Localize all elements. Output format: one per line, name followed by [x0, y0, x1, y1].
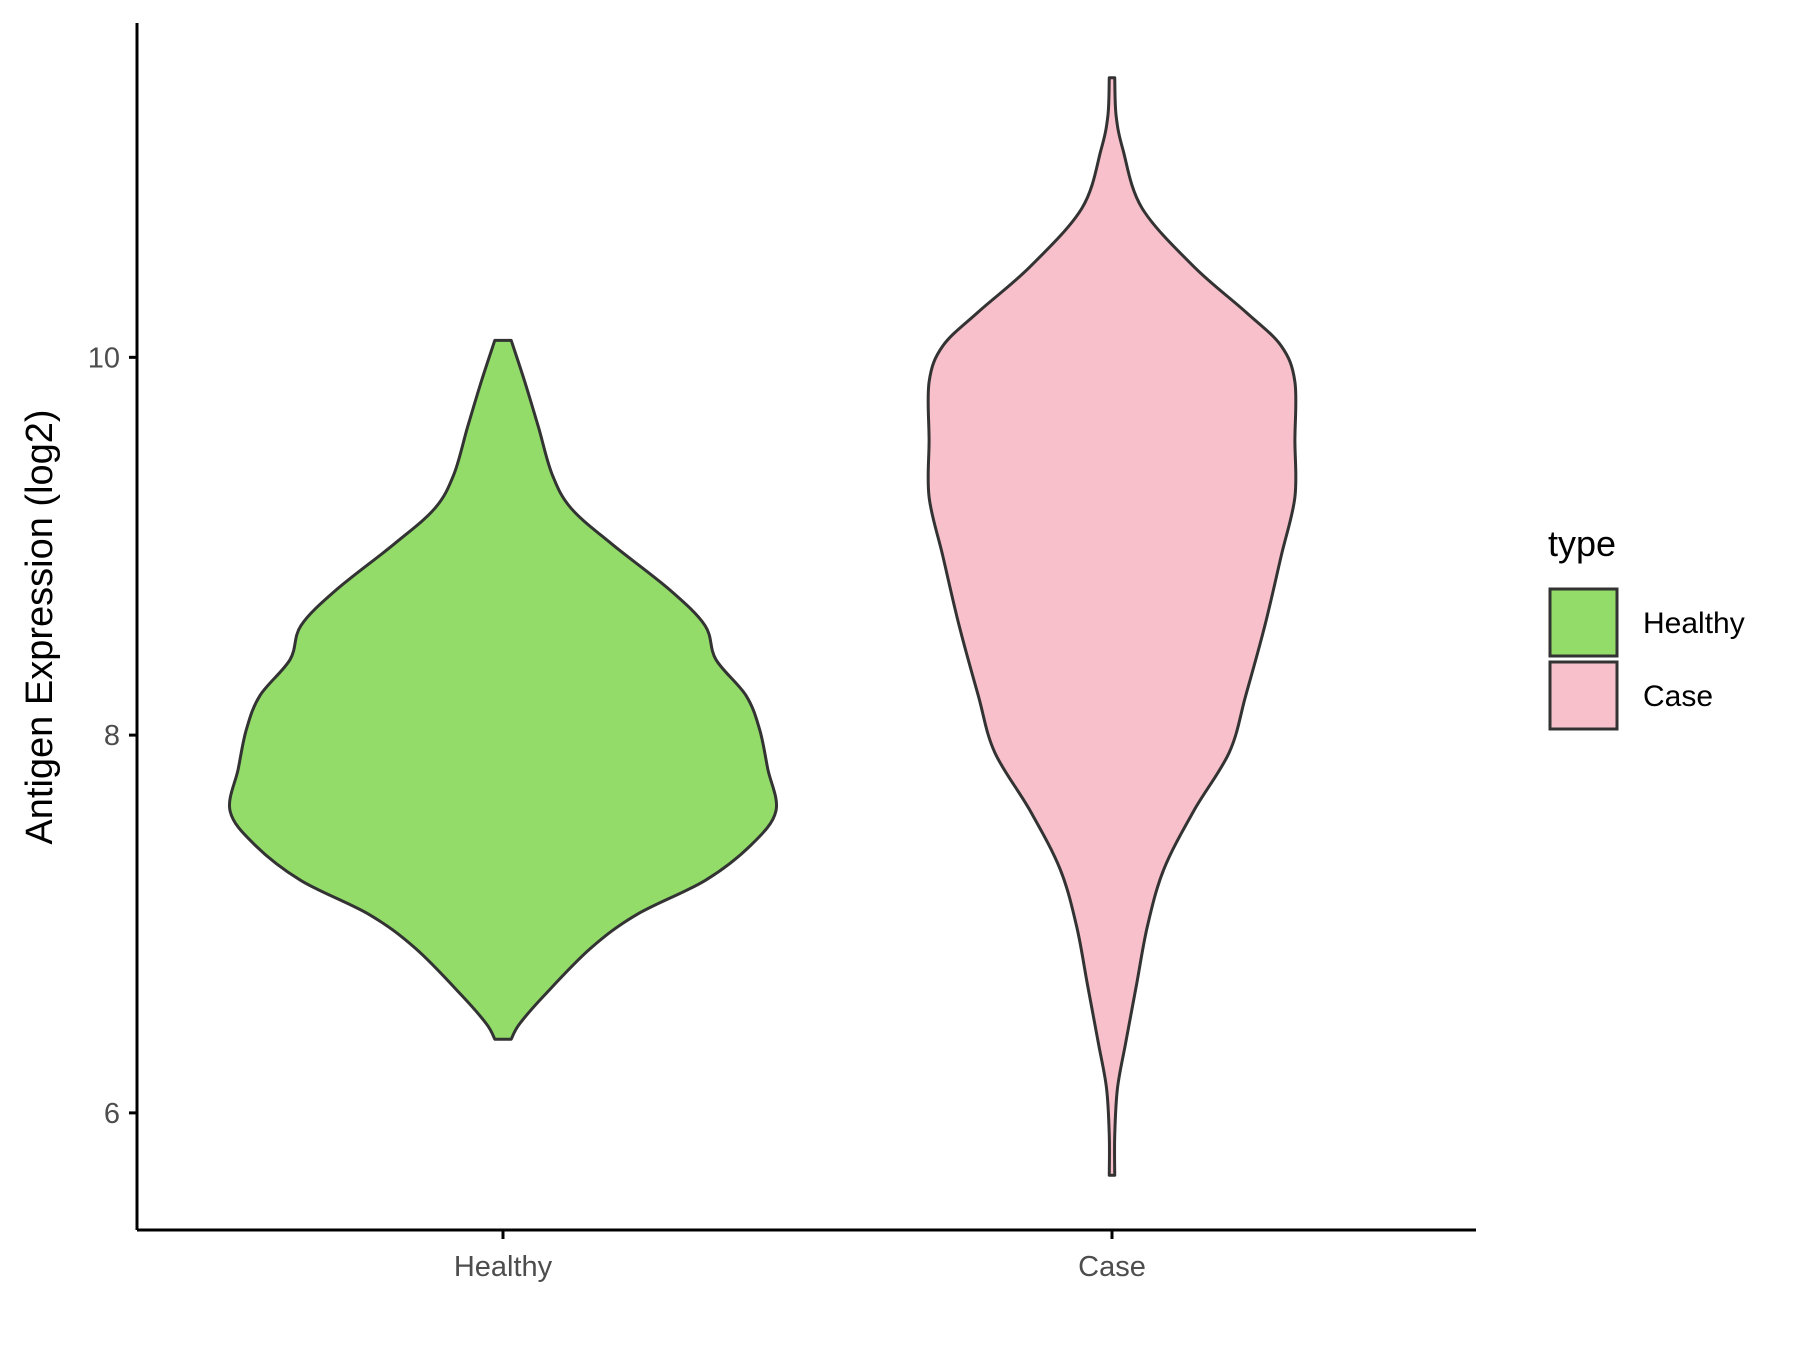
- violin-case: [926, 76, 1298, 1177]
- violin-healthy: [227, 338, 779, 1041]
- y-tick-label: 6: [104, 1098, 120, 1130]
- legend-label: Healthy: [1643, 607, 1745, 640]
- y-axis-label: Antigen Expression (log2): [19, 409, 61, 844]
- x-tick-label: Case: [1078, 1251, 1146, 1283]
- y-ticks: 6 8 10: [88, 342, 137, 1130]
- violins-layer: [227, 76, 1298, 1177]
- legend-key-healthy: [1548, 587, 1619, 658]
- x-ticks: Healthy Case: [454, 1230, 1146, 1283]
- legend-key-case: [1548, 660, 1619, 731]
- x-tick-label: Healthy: [454, 1251, 553, 1283]
- legend-label: Case: [1643, 680, 1713, 713]
- legend: type Healthy Case: [1548, 523, 1745, 731]
- legend-title: type: [1548, 523, 1616, 564]
- y-tick-label: 8: [104, 720, 120, 752]
- y-tick-label: 10: [88, 342, 120, 374]
